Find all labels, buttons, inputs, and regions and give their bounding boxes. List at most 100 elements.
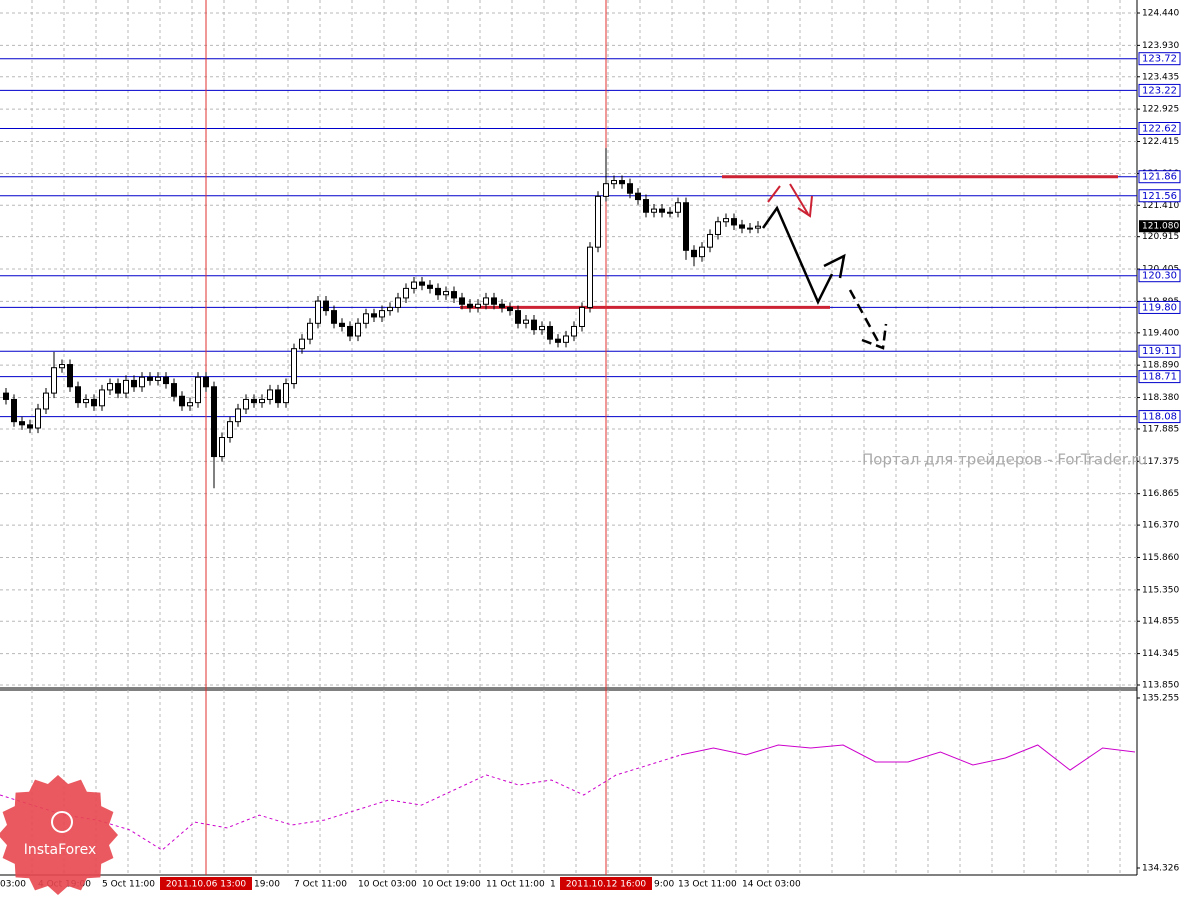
y-tick-label: 118.380 — [1142, 393, 1179, 403]
candle-body — [755, 225, 761, 229]
x-tick-label: 10 Oct 03:00 — [358, 880, 417, 890]
y-tick-label: 117.375 — [1142, 457, 1179, 467]
level-label-box — [1138, 269, 1181, 283]
candle-body — [363, 313, 369, 324]
candle-body — [467, 303, 473, 308]
x-tick-label: 03:00 — [0, 880, 26, 890]
indicator-line — [680, 744, 1136, 771]
crosshair-time-box — [160, 877, 252, 890]
candle-body — [131, 379, 137, 388]
candle-body — [507, 306, 513, 312]
candle-body — [59, 364, 65, 369]
candle-body — [659, 208, 665, 213]
indicator-line — [0, 754, 682, 851]
candle-body — [291, 348, 297, 385]
y-tick-label: 114.855 — [1142, 617, 1179, 627]
candle-body — [595, 195, 601, 248]
y-tick-label: 124.440 — [1142, 9, 1179, 19]
y-tick-label: 122.925 — [1142, 105, 1179, 115]
red-mark — [767, 185, 781, 203]
y-tick-label: 119.400 — [1142, 328, 1179, 338]
candle-body — [715, 221, 721, 235]
candle-body — [683, 202, 689, 251]
y-tick-label: 113.850 — [1142, 681, 1179, 691]
candle-body — [643, 199, 649, 213]
watermark: Портал для трейдеров - ForTrader.ru — [862, 451, 1147, 469]
x-tick-label: 7 Oct 11:00 — [294, 880, 347, 890]
candle-body — [107, 383, 113, 391]
candle-body — [259, 398, 265, 404]
level-label-box — [1138, 170, 1181, 184]
candle-body — [547, 325, 553, 340]
logo-badge — [0, 775, 118, 895]
forecast-arrow-dashed — [848, 289, 882, 346]
x-tick-label: 10 Oct 19:00 — [422, 880, 481, 890]
candle-body — [139, 376, 145, 388]
level-label-box — [1138, 344, 1181, 358]
candle-body — [227, 421, 233, 439]
candle-body — [611, 180, 617, 185]
level-label: 120.30 — [1142, 271, 1177, 282]
candle-body — [147, 376, 153, 381]
level-label-box — [1138, 300, 1181, 314]
level-label: 119.80 — [1142, 302, 1177, 313]
candle-body — [243, 398, 249, 410]
candle-body — [51, 367, 57, 394]
candle-body — [171, 383, 177, 397]
candle-body — [355, 322, 361, 337]
red-arrow-head — [797, 195, 813, 218]
candle-body — [195, 376, 201, 404]
level-label-box — [1138, 189, 1181, 203]
candle-body — [747, 227, 753, 230]
candle-body — [427, 284, 433, 289]
candle-body — [579, 306, 585, 327]
y-tick-label: 115.350 — [1142, 585, 1179, 595]
candle-body — [539, 325, 545, 331]
x-tick-label: 1 — [550, 880, 556, 890]
last-price-label: 121.080 — [1142, 222, 1179, 232]
candle-body — [67, 364, 73, 388]
candle-body — [275, 389, 281, 404]
candle-body — [371, 313, 377, 318]
candle-body — [3, 392, 9, 400]
candle-body — [387, 306, 393, 312]
candle-body — [403, 287, 409, 299]
candle-body — [499, 303, 505, 308]
candle-body — [515, 310, 521, 324]
red-mark — [789, 183, 809, 215]
candle-body — [99, 389, 105, 407]
level-label-box — [1138, 370, 1181, 384]
candle-body — [379, 310, 385, 318]
candle-body — [739, 224, 745, 229]
candle-body — [203, 376, 209, 388]
y-tick-label: 121.410 — [1142, 201, 1179, 211]
candle-body — [19, 421, 25, 426]
candle-body — [675, 202, 681, 213]
level-label-box — [1138, 121, 1181, 135]
candle-body — [731, 218, 737, 226]
level-label: 122.62 — [1142, 123, 1177, 134]
crosshair-time-box — [560, 877, 652, 890]
candle-body — [283, 383, 289, 404]
y-tick-label: 117.885 — [1142, 424, 1179, 434]
candle-body — [307, 322, 313, 340]
candle-body — [235, 408, 241, 423]
candle-body — [395, 297, 401, 308]
candle-body — [155, 376, 161, 381]
crosshair-time: 2011.10.06 13:00 — [166, 880, 247, 890]
candle-body — [35, 408, 41, 429]
y-tick-label: 120.915 — [1142, 232, 1179, 242]
candle-body — [411, 281, 417, 289]
y-tick-label: 115.860 — [1142, 553, 1179, 563]
candle-body — [619, 180, 625, 185]
candle-body — [587, 246, 593, 308]
y-tick-label: 114.345 — [1142, 649, 1179, 659]
candle-body — [187, 402, 193, 407]
level-label-box — [1138, 410, 1181, 424]
candle-body — [299, 338, 305, 350]
candle-body — [651, 208, 657, 213]
candle-body — [699, 246, 705, 258]
last-price-box — [1139, 220, 1180, 233]
